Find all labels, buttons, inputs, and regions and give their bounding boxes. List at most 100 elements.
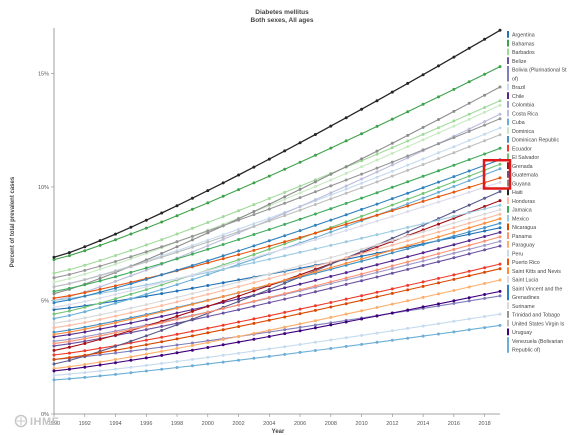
legend-item[interactable]: Paraguay: [507, 241, 535, 249]
legend-item[interactable]: United States Virgin Is: [507, 319, 565, 328]
legend-item[interactable]: Peru: [507, 249, 523, 258]
legend-item[interactable]: Suriname: [507, 302, 535, 310]
data-point: [83, 330, 87, 334]
series-line: [53, 147, 501, 292]
series-barbados: [52, 99, 502, 275]
data-point: [360, 236, 364, 240]
legend-item[interactable]: Grenada: [507, 162, 533, 170]
legend-item[interactable]: Guyana: [507, 179, 531, 188]
data-point: [329, 193, 333, 197]
data-point: [206, 201, 210, 205]
data-point: [129, 346, 133, 349]
legend-item[interactable]: Panama: [507, 232, 532, 240]
data-point: [267, 295, 271, 299]
data-point: [344, 171, 348, 175]
data-point: [206, 284, 210, 287]
data-point: [467, 269, 471, 273]
legend-item[interactable]: Saint Kitts and Nevis: [507, 267, 561, 275]
data-point: [160, 335, 164, 339]
legend-item[interactable]: Bahamas: [507, 39, 535, 48]
legend-swatch: [507, 249, 509, 257]
data-point: [190, 341, 194, 345]
data-point: [344, 201, 348, 205]
data-point: [129, 265, 133, 269]
data-point: [375, 152, 379, 156]
chart-title: Diabetes mellitus: [255, 9, 309, 16]
legend-item[interactable]: Guatemala: [507, 171, 538, 179]
legend-item[interactable]: Puerto Rico: [507, 258, 540, 267]
data-point: [329, 266, 333, 270]
legend-item[interactable]: Chile: [507, 92, 524, 100]
legend-item[interactable]: Barbados: [507, 48, 535, 57]
data-point: [360, 132, 364, 136]
data-point: [67, 254, 71, 258]
legend-item[interactable]: Bolivia (Plurinational St of): [507, 66, 567, 82]
data-point: [114, 279, 117, 283]
data-point: [329, 124, 333, 128]
data-point: [237, 238, 241, 241]
legend-item[interactable]: El Salvador: [507, 153, 539, 162]
data-point: [360, 196, 364, 200]
legend-item[interactable]: Dominican Republic: [507, 136, 559, 144]
legend-item[interactable]: Mexico: [507, 214, 529, 223]
data-point: [237, 188, 241, 192]
data-point: [67, 342, 71, 346]
data-point: [467, 211, 471, 215]
data-point: [129, 255, 133, 259]
legend-item[interactable]: Argentina: [507, 31, 535, 39]
data-point: [498, 212, 502, 216]
legend-item[interactable]: Haiti: [507, 188, 523, 197]
data-point: [483, 106, 487, 109]
legend-label: Puerto Rico: [512, 260, 540, 266]
data-point: [329, 243, 333, 247]
legend-swatch: [507, 276, 509, 283]
legend-item[interactable]: Dominica: [507, 127, 534, 135]
legend-item[interactable]: Brazil: [507, 83, 525, 92]
data-point: [313, 223, 317, 227]
data-point: [252, 337, 256, 341]
legend-item[interactable]: Jamaica: [507, 206, 532, 214]
data-point: [175, 300, 179, 304]
legend-label: Haiti: [512, 190, 523, 196]
data-point: [283, 254, 287, 258]
data-point: [114, 358, 117, 361]
data-point: [206, 221, 210, 224]
legend-item[interactable]: Venezuela (Bolivarian Republic of): [507, 337, 563, 354]
legend-label: Dominica: [512, 129, 534, 135]
data-point: [267, 247, 271, 251]
data-point: [237, 325, 241, 329]
data-point: [437, 186, 440, 190]
data-point: [52, 292, 56, 296]
data-point: [237, 230, 241, 234]
legend-item[interactable]: Honduras: [507, 197, 535, 205]
legend-item[interactable]: Cuba: [507, 118, 525, 127]
legend-item[interactable]: Trinidad and Tobago: [507, 311, 560, 319]
series-panama: [52, 235, 502, 346]
legend-item[interactable]: Ecuador: [507, 144, 532, 153]
data-point: [283, 345, 287, 349]
data-point: [52, 280, 56, 284]
data-point: [483, 205, 487, 208]
data-point: [160, 245, 164, 249]
series-bahamas: [52, 65, 502, 262]
legend-label: Barbados: [512, 50, 535, 56]
data-point: [467, 226, 471, 230]
data-point: [498, 190, 502, 193]
legend-item[interactable]: Uruguay: [507, 328, 532, 337]
data-point: [237, 218, 241, 222]
data-point: [129, 358, 133, 362]
data-point: [206, 362, 210, 366]
legend-item[interactable]: Belize: [507, 57, 526, 65]
data-point: [498, 244, 502, 248]
legend-item[interactable]: Nicaragua: [507, 223, 536, 232]
data-point: [421, 264, 425, 267]
data-point: [498, 262, 502, 266]
legend-item[interactable]: Saint Lucia: [507, 276, 538, 284]
legend-item[interactable]: Costa Rica: [507, 109, 538, 118]
data-point: [221, 307, 225, 311]
legend-item[interactable]: Saint Vincent and the Grenadines: [507, 284, 562, 301]
data-point: [283, 211, 287, 215]
legend-item[interactable]: Colombia: [507, 101, 534, 109]
data-point: [175, 311, 179, 315]
